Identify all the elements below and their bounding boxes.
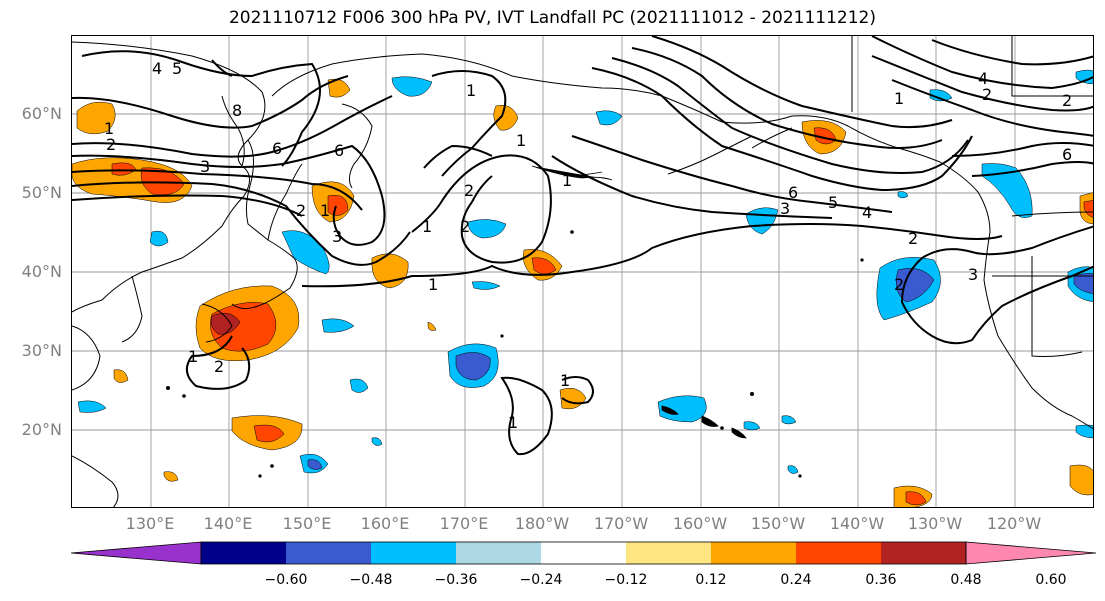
colorbar	[70, 540, 1097, 570]
contour-label: 1	[422, 217, 432, 236]
colorbar-svg	[70, 541, 1097, 565]
contour-label: 1	[188, 347, 198, 366]
contour-label: 2	[296, 201, 306, 220]
colorbar-segment	[371, 542, 456, 564]
colorbar-segment	[796, 542, 881, 564]
contour-label: 4	[152, 59, 162, 78]
lon-label-160w: 160°W	[672, 514, 728, 533]
colorbar-segment	[456, 542, 541, 564]
contour-label: 4	[862, 203, 872, 222]
contour-label: 6	[272, 139, 282, 158]
colorbar-segments	[70, 541, 1097, 565]
lon-label-180w: 180°W	[514, 514, 570, 533]
contour-label: 3	[332, 227, 342, 246]
lon-label-130w: 130°W	[907, 514, 963, 533]
contour-label: 6	[1062, 145, 1072, 164]
contour-label: 2	[460, 217, 470, 236]
map-canvas: 1 2 3 4 5 6 8 1 2 6 1 2 3 1 2 1 4 2 3 6 …	[72, 36, 1093, 507]
colorbar-tick-label: 0.24	[780, 572, 812, 588]
contour-label: 2	[894, 275, 904, 294]
lat-label-30n: 30°N	[21, 341, 62, 360]
contour-label: 1	[320, 201, 330, 220]
lon-label-140e: 140°E	[203, 514, 253, 533]
colorbar-segment	[626, 542, 711, 564]
colorbar-segment	[711, 542, 796, 564]
lat-label-50n: 50°N	[21, 183, 62, 202]
colorbar-tick-label: −0.12	[604, 572, 648, 588]
colorbar-extend-low	[70, 541, 202, 565]
contour-labels: 1 2 3 4 5 6 8 1 2 6 1 2 3 1 2 1 4 2 3 6 …	[104, 59, 1072, 432]
colorbar-segment	[881, 542, 966, 564]
islands	[166, 165, 864, 478]
contour-label: 8	[232, 101, 242, 120]
lon-label-130e: 130°E	[125, 514, 175, 533]
contour-label: 2	[982, 85, 992, 104]
colorbar-tick-label: 0.36	[865, 572, 897, 588]
map-title: 2021110712 F006 300 hPa PV, IVT Landfall…	[228, 8, 876, 28]
contour-label: 6	[788, 183, 798, 202]
contour-label: 3	[200, 157, 210, 176]
colorbar-extend-high	[965, 541, 1097, 565]
contour-label: 1	[894, 89, 904, 108]
colorbar-segment	[286, 542, 371, 564]
colorbar-tick-label: 0.48	[950, 572, 982, 588]
contour-label: 1	[104, 119, 114, 138]
lon-label-170e: 170°E	[439, 514, 489, 533]
positive-anomaly-fills	[72, 78, 1093, 507]
colorbar-segment	[541, 542, 626, 564]
colorbar-outline	[200, 541, 967, 565]
lon-label-150w: 150°W	[750, 514, 806, 533]
contour-label: 4	[978, 69, 988, 88]
negative-anomaly-fills	[77, 69, 1093, 474]
contour-label: 5	[172, 59, 182, 78]
contour-label: 1	[508, 413, 518, 432]
colorbar-tick-label: 0.60	[1035, 572, 1067, 588]
contour-label: 2	[464, 181, 474, 200]
contour-label: 3	[780, 199, 790, 218]
pv-contours	[72, 36, 1093, 456]
contour-label: 2	[214, 357, 224, 376]
contour-label: 3	[968, 265, 978, 284]
map-panel: 1 2 3 4 5 6 8 1 2 6 1 2 3 1 2 1 4 2 3 6 …	[71, 35, 1094, 508]
contour-label: 1	[516, 131, 526, 150]
colorbar-tick-label: −0.36	[434, 572, 478, 588]
lon-label-150e: 150°E	[282, 514, 332, 533]
lat-label-20n: 20°N	[21, 420, 62, 439]
contour-label: 1	[466, 81, 476, 100]
contour-label: 2	[908, 229, 918, 248]
contour-label: 5	[828, 193, 838, 212]
contour-label: 2	[1062, 91, 1072, 110]
lon-label-160e: 160°E	[360, 514, 410, 533]
colorbar-tick-label: −0.60	[264, 572, 308, 588]
colorbar-tick-label: 0.12	[695, 572, 727, 588]
contour-label: 1	[560, 371, 570, 390]
contour-label: 6	[334, 141, 344, 160]
lon-label-170w: 170°W	[593, 514, 649, 533]
contour-label: 1	[428, 275, 438, 294]
lon-label-140w: 140°W	[829, 514, 885, 533]
lat-label-40n: 40°N	[21, 262, 62, 281]
colorbar-segment	[201, 542, 286, 564]
colorbar-tick-label: −0.48	[349, 572, 393, 588]
colorbar-tick-label: −0.24	[519, 572, 563, 588]
lon-label-120w: 120°W	[986, 514, 1042, 533]
lat-label-60n: 60°N	[21, 104, 62, 123]
contour-label: 1	[562, 171, 572, 190]
contour-label: 2	[106, 135, 116, 154]
